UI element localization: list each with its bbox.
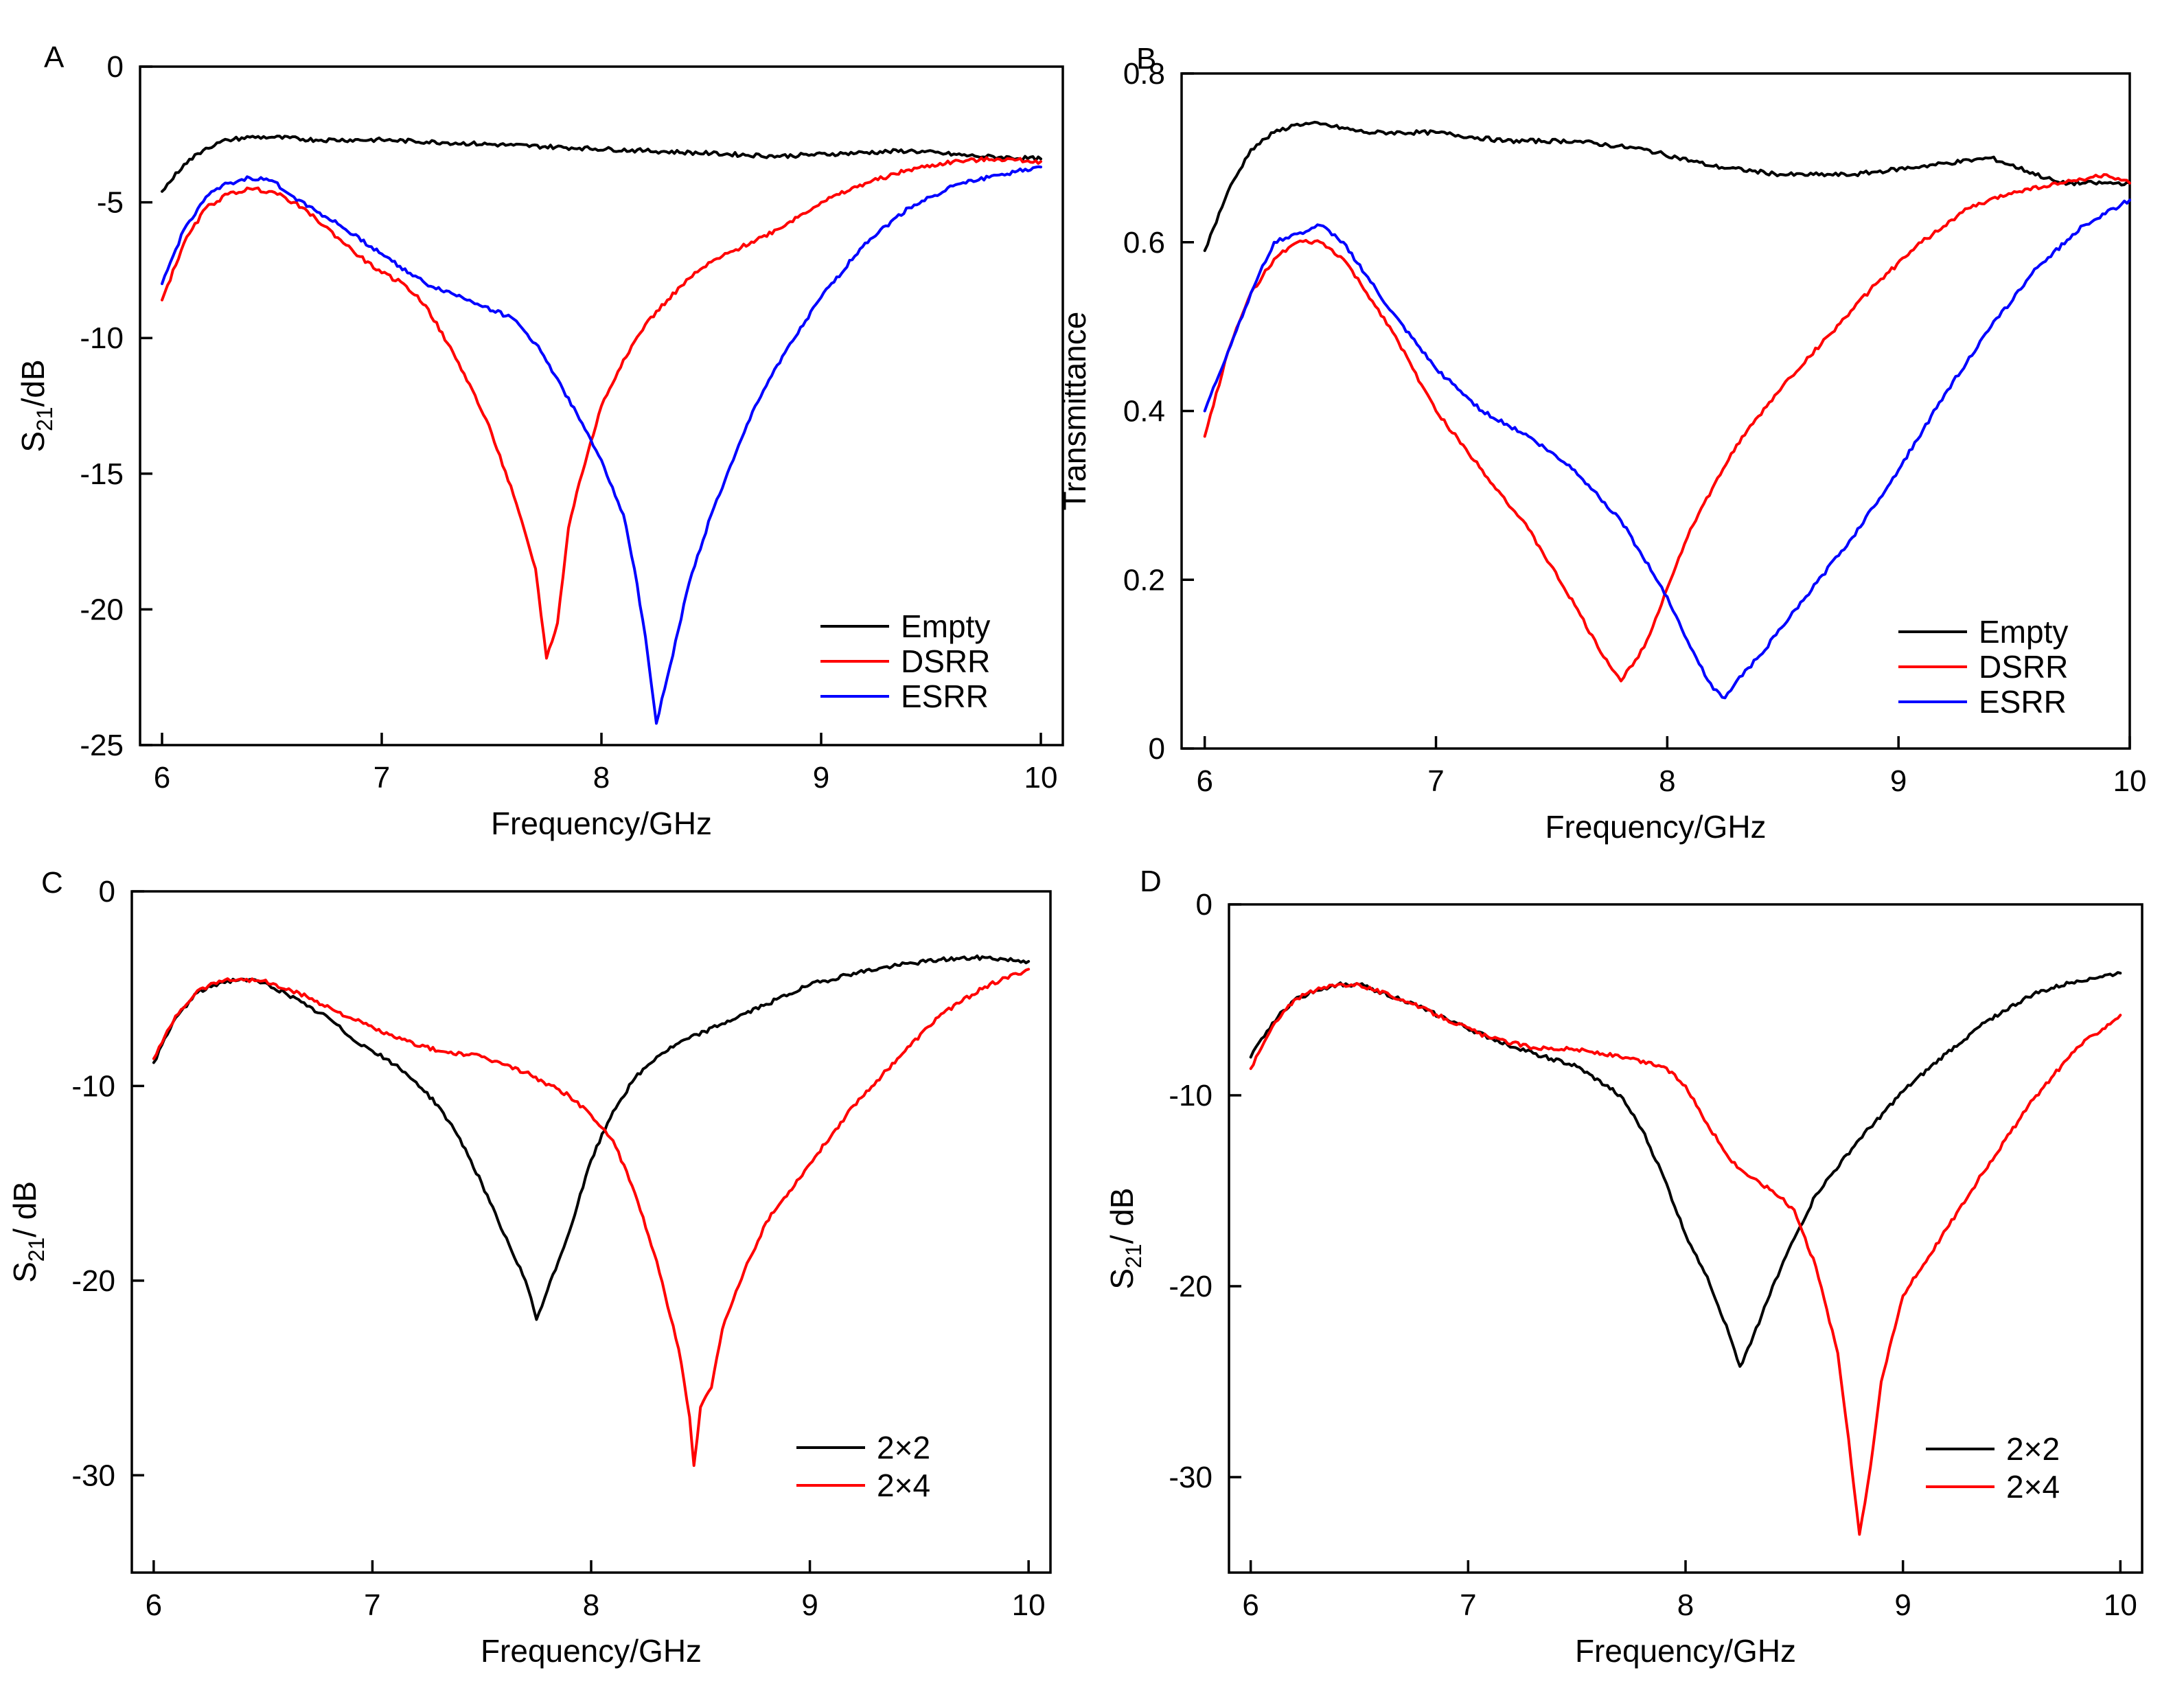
- chart-panel-D: D 6 7 8 9 10 0 -10 -20 -30 Frequency/GHz S21/ dB 2×2…: [1104, 865, 2143, 1669]
- chart-panel-B: B 6 7 8 9 10 0 0.2 0.4 0.6 0.8 Frequency/GHz Transmi…: [1057, 42, 2146, 845]
- x-axis-label: Frequency/GHz: [491, 806, 712, 841]
- y-tick-label: 0.6: [1123, 226, 1165, 260]
- legend-label: ESRR: [901, 678, 989, 714]
- y-tick-label: -10: [1169, 1079, 1212, 1112]
- legend-label: DSRR: [901, 643, 990, 679]
- series-line-2: [1249, 982, 2122, 1536]
- y-tick-label: -20: [80, 593, 124, 626]
- legend-label: Empty: [901, 608, 990, 644]
- y-tick-label: -20: [1169, 1270, 1212, 1303]
- x-tick-label: 7: [364, 1588, 380, 1622]
- y-tick-label: -30: [71, 1459, 115, 1492]
- x-tick-label: 9: [813, 761, 829, 795]
- y-tick-label: -15: [80, 457, 124, 491]
- y-tick-label: -20: [71, 1264, 115, 1298]
- x-tick-label: 6: [154, 761, 170, 795]
- x-tick-label: 7: [1460, 1588, 1476, 1622]
- panel-label: D: [1140, 865, 1162, 898]
- x-tick-label: 8: [583, 1588, 599, 1622]
- y-tick-label: 0.2: [1123, 563, 1165, 597]
- series-line-1: [152, 954, 1031, 1321]
- chart-panel-C: C 6 7 8 9 10 0 -10 -20 -30 Frequency/GHz S21/ dB 2×2…: [7, 866, 1052, 1669]
- legend: 2×22×4: [796, 1430, 930, 1503]
- x-tick-label: 6: [1242, 1588, 1258, 1622]
- y-tick-label: 0.8: [1123, 57, 1165, 91]
- legend-label: 2×2: [2006, 1431, 2060, 1467]
- y-tick-label: -5: [97, 186, 124, 220]
- y-tick-label: 0: [107, 50, 124, 84]
- y-axis-label: S21/ dB: [1104, 1187, 1146, 1289]
- series-line-2: [161, 156, 1042, 660]
- legend-label: 2×2: [877, 1430, 930, 1465]
- x-tick-label: 6: [146, 1588, 162, 1622]
- series-line-2: [1203, 173, 2131, 683]
- x-tick-label: 10: [1012, 1588, 1046, 1622]
- y-axis-label: S21/ dB: [7, 1181, 49, 1283]
- legend-label: 2×4: [877, 1468, 930, 1503]
- y-tick-label: 0: [1149, 732, 1165, 766]
- series-line-1: [1203, 120, 2131, 252]
- y-tick-label: -10: [80, 321, 124, 355]
- x-tick-label: 8: [593, 761, 610, 795]
- y-tick-label: -30: [1169, 1461, 1212, 1494]
- plot-frame: [1228, 903, 2143, 1574]
- legend-label: Empty: [1979, 614, 2068, 650]
- panel-label: B: [1136, 42, 1156, 76]
- panel-label: C: [41, 866, 63, 900]
- y-tick-label: -10: [71, 1069, 115, 1103]
- y-tick-label: -25: [80, 729, 124, 762]
- x-tick-label: 9: [1890, 764, 1907, 798]
- legend-label: 2×4: [2006, 1469, 2060, 1505]
- series-line-2: [152, 968, 1031, 1468]
- legend: 2×22×4: [1926, 1431, 2060, 1505]
- series-line-1: [1249, 971, 2122, 1368]
- panel-label: A: [44, 41, 65, 74]
- y-axis-label: S21/dB: [15, 359, 57, 452]
- x-tick-label: 9: [1894, 1588, 1911, 1622]
- series-line-3: [1203, 198, 2131, 700]
- legend-label: DSRR: [1979, 649, 2068, 685]
- x-tick-label: 7: [373, 761, 390, 795]
- y-tick-label: 0.4: [1123, 395, 1165, 429]
- x-axis-label: Frequency/GHz: [1575, 1633, 1796, 1669]
- y-tick-label: 0: [1196, 888, 1212, 922]
- x-axis-label: Frequency/GHz: [481, 1633, 702, 1669]
- series-line-3: [161, 165, 1042, 725]
- chart-panel-A: A 6 7 8 9 10 0 -5 -10 -15 -20 -25 Frequency/GHz S21/d…: [15, 41, 1064, 841]
- x-tick-label: 10: [1024, 761, 1058, 795]
- y-tick-label: 0: [99, 875, 115, 909]
- series-line-1: [161, 135, 1042, 193]
- x-tick-label: 10: [2113, 764, 2147, 798]
- x-tick-label: 9: [801, 1588, 818, 1622]
- legend-label: ESRR: [1979, 684, 2067, 720]
- x-tick-label: 8: [1677, 1588, 1694, 1622]
- x-axis-label: Frequency/GHz: [1545, 809, 1766, 845]
- x-tick-label: 7: [1427, 764, 1444, 798]
- y-axis-label: Transmittance: [1057, 312, 1092, 511]
- x-tick-label: 10: [2104, 1588, 2137, 1622]
- x-tick-label: 6: [1196, 764, 1212, 798]
- x-tick-label: 8: [1659, 764, 1675, 798]
